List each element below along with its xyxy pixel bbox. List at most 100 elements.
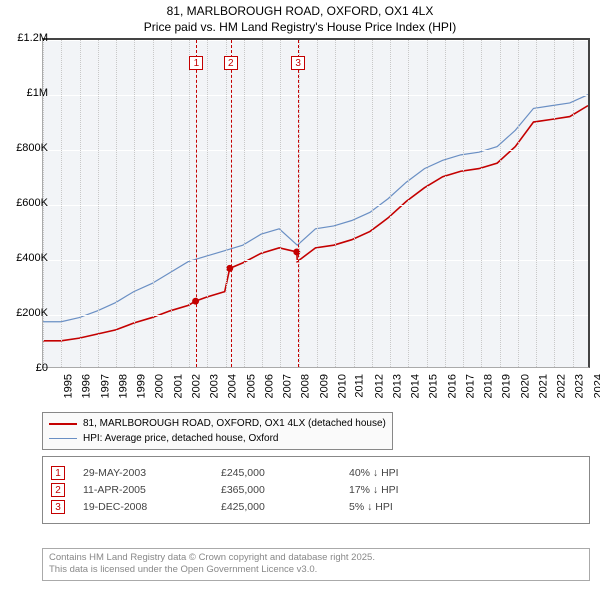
transaction-date: 11-APR-2005 xyxy=(83,484,203,496)
y-axis-label: £600K xyxy=(16,197,48,209)
grid-line-v xyxy=(116,40,117,367)
legend-label: 81, MARLBOROUGH ROAD, OXFORD, OX1 4LX (d… xyxy=(83,416,386,431)
legend-swatch xyxy=(49,438,77,439)
grid-line-v xyxy=(317,40,318,367)
x-axis-label: 2001 xyxy=(172,374,184,398)
transaction-row: 1 29-MAY-2003 £245,000 40% ↓ HPI xyxy=(51,466,581,480)
grid-line-v xyxy=(61,40,62,367)
x-axis-label: 2009 xyxy=(318,374,330,398)
y-axis-label: £800K xyxy=(16,142,48,154)
series-line xyxy=(43,95,588,322)
x-axis-label: 2013 xyxy=(391,374,403,398)
x-axis-label: 1999 xyxy=(136,374,148,398)
marker-dot xyxy=(226,265,233,272)
marker-line xyxy=(231,40,232,367)
x-axis-label: 2017 xyxy=(464,374,476,398)
grid-line-v xyxy=(262,40,263,367)
transaction-date: 19-DEC-2008 xyxy=(83,501,203,513)
transaction-date: 29-MAY-2003 xyxy=(83,467,203,479)
grid-line-v xyxy=(390,40,391,367)
legend-row: 81, MARLBOROUGH ROAD, OXFORD, OX1 4LX (d… xyxy=(49,416,386,431)
grid-line-h xyxy=(43,40,588,41)
grid-line-h xyxy=(43,370,588,371)
grid-line-v xyxy=(500,40,501,367)
x-axis-label: 1998 xyxy=(117,374,129,398)
grid-line-v xyxy=(280,40,281,367)
y-axis-label: £1M xyxy=(27,87,48,99)
x-axis-label: 2023 xyxy=(574,374,586,398)
x-axis-label: 2016 xyxy=(446,374,458,398)
transaction-marker: 3 xyxy=(51,500,65,514)
grid-line-v xyxy=(445,40,446,367)
grid-line-v xyxy=(80,40,81,367)
grid-line-v xyxy=(244,40,245,367)
x-axis-label: 2003 xyxy=(209,374,221,398)
series-line xyxy=(43,106,588,341)
grid-line-h xyxy=(43,150,588,151)
legend-row: HPI: Average price, detached house, Oxfo… xyxy=(49,431,386,446)
x-axis-label: 2005 xyxy=(245,374,257,398)
grid-line-v xyxy=(481,40,482,367)
transaction-delta: 5% ↓ HPI xyxy=(349,501,459,513)
legend-label: HPI: Average price, detached house, Oxfo… xyxy=(83,431,279,446)
transaction-marker: 1 xyxy=(51,466,65,480)
x-axis-label: 2018 xyxy=(483,374,495,398)
grid-line-v xyxy=(554,40,555,367)
attribution-line-1: Contains HM Land Registry data © Crown c… xyxy=(49,552,583,564)
x-axis-label: 2000 xyxy=(154,374,166,398)
title-line-1: 81, MARLBOROUGH ROAD, OXFORD, OX1 4LX xyxy=(0,4,600,20)
x-axis-label: 2024 xyxy=(592,374,600,398)
transaction-row: 3 19-DEC-2008 £425,000 5% ↓ HPI xyxy=(51,500,581,514)
grid-line-v xyxy=(153,40,154,367)
grid-line-h xyxy=(43,95,588,96)
marker-line xyxy=(196,40,197,367)
x-axis-label: 2008 xyxy=(300,374,312,398)
x-axis-label: 1995 xyxy=(62,374,74,398)
attribution-line-2: This data is licensed under the Open Gov… xyxy=(49,564,583,576)
grid-line-h xyxy=(43,315,588,316)
grid-line-v xyxy=(354,40,355,367)
grid-line-v xyxy=(189,40,190,367)
transaction-delta: 17% ↓ HPI xyxy=(349,484,459,496)
grid-line-v xyxy=(335,40,336,367)
x-axis-label: 2022 xyxy=(556,374,568,398)
grid-line-v xyxy=(171,40,172,367)
grid-line-v xyxy=(463,40,464,367)
marker-box: 2 xyxy=(224,56,238,70)
y-axis-label: £1.2M xyxy=(17,32,48,44)
y-axis-label: £400K xyxy=(16,252,48,264)
grid-line-v xyxy=(98,40,99,367)
legend-swatch xyxy=(49,423,77,425)
grid-line-v xyxy=(134,40,135,367)
chart-title: 81, MARLBOROUGH ROAD, OXFORD, OX1 4LX Pr… xyxy=(0,0,600,37)
grid-line-v xyxy=(518,40,519,367)
transactions-table: 129-MAY-2003£245,00040% ↓ HPI211-APR-200… xyxy=(42,456,590,524)
x-axis-label: 2019 xyxy=(501,374,513,398)
x-axis-label: 2015 xyxy=(428,374,440,398)
x-axis-label: 2006 xyxy=(263,374,275,398)
grid-line-v xyxy=(573,40,574,367)
grid-line-h xyxy=(43,260,588,261)
grid-line-v xyxy=(226,40,227,367)
attribution-box: Contains HM Land Registry data © Crown c… xyxy=(42,548,590,581)
x-axis-label: 1996 xyxy=(81,374,93,398)
grid-line-h xyxy=(43,205,588,206)
transaction-delta: 40% ↓ HPI xyxy=(349,467,459,479)
transaction-price: £365,000 xyxy=(221,484,331,496)
transaction-price: £245,000 xyxy=(221,467,331,479)
x-axis-label: 2010 xyxy=(336,374,348,398)
chart-plot-area: 123 xyxy=(42,38,590,368)
grid-line-v xyxy=(408,40,409,367)
x-axis-label: 2012 xyxy=(373,374,385,398)
x-axis-label: 2020 xyxy=(519,374,531,398)
marker-box: 3 xyxy=(291,56,305,70)
x-axis-label: 1997 xyxy=(99,374,111,398)
x-axis-label: 2004 xyxy=(227,374,239,398)
transaction-row: 211-APR-2005£365,00017% ↓ HPI xyxy=(51,483,581,497)
x-axis-label: 2011 xyxy=(354,374,366,398)
x-axis-label: 2014 xyxy=(410,374,422,398)
transaction-price: £425,000 xyxy=(221,501,331,513)
marker-line xyxy=(298,40,299,367)
legend-box: 81, MARLBOROUGH ROAD, OXFORD, OX1 4LX (d… xyxy=(42,412,393,450)
grid-line-v xyxy=(427,40,428,367)
